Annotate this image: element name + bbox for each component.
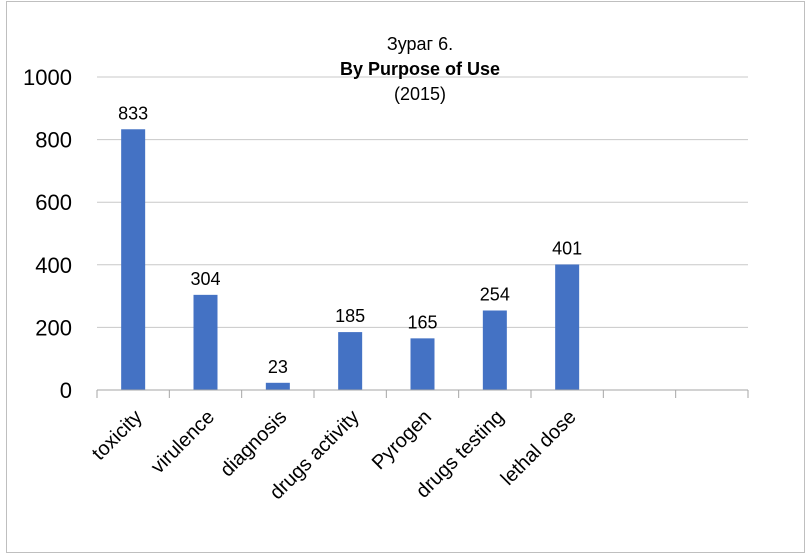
bar [410, 338, 435, 390]
x-axis [96, 389, 749, 398]
y-tick-label: 600 [35, 190, 72, 215]
bar [482, 310, 507, 390]
y-tick-label: 0 [60, 378, 72, 403]
bar [265, 382, 290, 390]
y-tick-label: 200 [35, 315, 72, 340]
y-tick-label: 800 [35, 128, 72, 153]
y-tick-label: 1000 [23, 65, 72, 90]
chart-title: Зураг 6. By Purpose of Use (2015) [340, 34, 500, 104]
bar [338, 332, 363, 390]
bar [555, 264, 580, 390]
title-line-1: Зураг 6. [387, 34, 453, 54]
bar [193, 294, 218, 390]
data-label: 23 [268, 357, 288, 377]
y-tick-label: 400 [35, 253, 72, 278]
chart-subtitle: (2015) [394, 84, 446, 104]
data-label: 401 [552, 238, 582, 258]
data-label: 165 [407, 312, 437, 332]
bars [121, 129, 580, 390]
y-axis-ticks: 0 200 400 600 800 1000 [23, 65, 72, 403]
data-label: 833 [118, 103, 148, 123]
data-label: 185 [335, 306, 365, 326]
data-labels: 833 304 23 185 165 254 401 [118, 103, 582, 377]
chart-title-text: By Purpose of Use [340, 59, 500, 79]
bar [121, 129, 146, 390]
data-label: 254 [480, 284, 510, 304]
data-label: 304 [190, 269, 220, 289]
